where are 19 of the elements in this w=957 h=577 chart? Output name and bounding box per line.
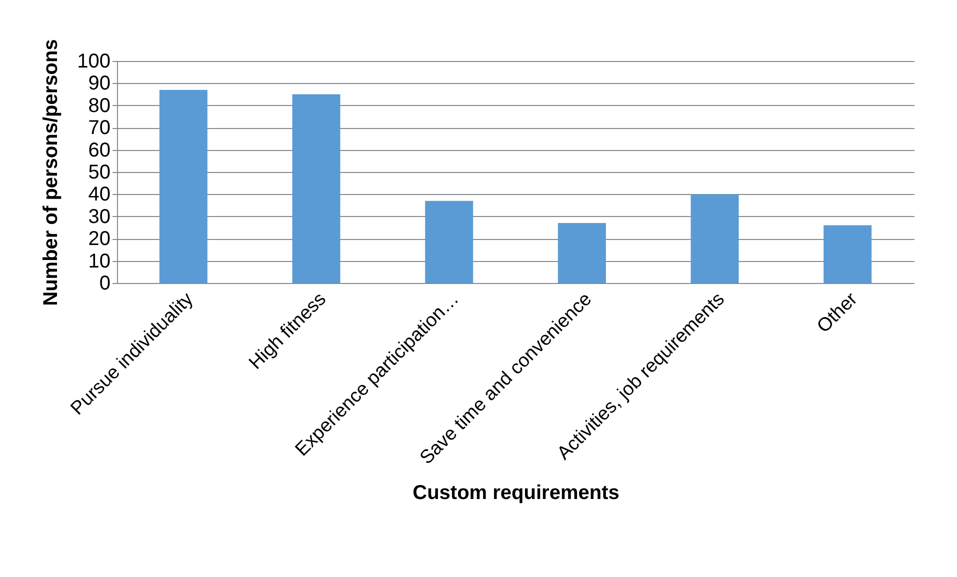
- bar: [425, 200, 474, 283]
- y-tick-label: 20: [88, 228, 110, 250]
- bar: [824, 225, 872, 283]
- y-tick-label: 30: [88, 206, 110, 228]
- y-tick-label: 50: [88, 162, 110, 184]
- y-tick-label: 90: [88, 72, 110, 95]
- bar: [159, 90, 208, 283]
- bar: [292, 94, 340, 283]
- y-axis-title: Number of persons/persons: [40, 39, 62, 306]
- bar: [558, 223, 606, 283]
- y-tick-label: 10: [88, 250, 110, 272]
- y-tick-label: 70: [88, 117, 110, 140]
- y-tick-label: 80: [88, 94, 110, 117]
- bar: [690, 194, 739, 283]
- y-tick-label: 100: [77, 50, 110, 72]
- y-tick-label: 40: [88, 184, 110, 206]
- y-tick-label: 60: [88, 139, 110, 162]
- y-tick-label: 0: [99, 272, 110, 294]
- x-axis-title: Custom requirements: [412, 482, 620, 504]
